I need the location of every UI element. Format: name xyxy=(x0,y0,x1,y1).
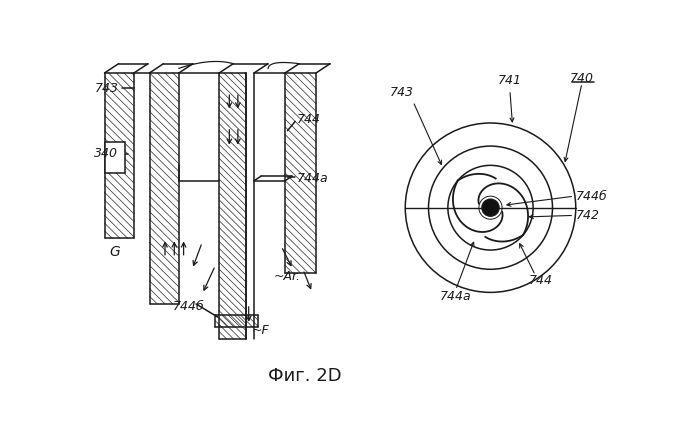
Text: 740: 740 xyxy=(570,72,594,85)
Text: 742: 742 xyxy=(575,209,600,222)
Text: 743: 743 xyxy=(390,86,414,99)
Text: 744б: 744б xyxy=(173,300,204,313)
Polygon shape xyxy=(104,142,125,173)
Text: 743: 743 xyxy=(95,82,119,95)
Text: 744б: 744б xyxy=(575,190,608,203)
Text: 744a: 744a xyxy=(297,172,328,185)
Text: 744: 744 xyxy=(529,274,553,288)
Text: ~F: ~F xyxy=(252,325,270,337)
Text: G: G xyxy=(109,245,120,259)
Text: 741: 741 xyxy=(498,74,522,87)
Text: 744a: 744a xyxy=(440,290,472,303)
Text: Фиг. 2D: Фиг. 2D xyxy=(267,366,342,385)
Text: 744: 744 xyxy=(297,112,321,126)
Text: ~Ar.: ~Ar. xyxy=(274,270,300,284)
Text: 340: 340 xyxy=(94,147,118,160)
Circle shape xyxy=(482,199,499,216)
